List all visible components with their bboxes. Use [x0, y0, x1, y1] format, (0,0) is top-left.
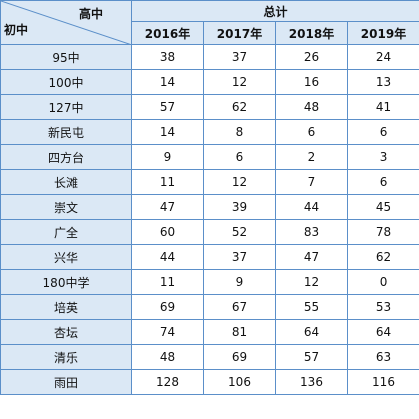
year-header: 2019年 — [346, 21, 419, 45]
value-cell: 53 — [346, 294, 419, 320]
value-cell: 63 — [346, 344, 419, 370]
table-row: 四方台 9 6 2 3 — [0, 144, 419, 170]
table-row: 新民屯 14 8 6 6 — [0, 119, 419, 145]
school-name-cell: 杏坛 — [0, 319, 132, 345]
corner-header-cell: 高中 初中 — [0, 0, 132, 45]
table-row: 清乐 48 69 57 63 — [0, 344, 419, 370]
value-cell: 7 — [275, 169, 348, 195]
year-header: 2018年 — [275, 21, 348, 45]
value-cell: 26 — [275, 44, 348, 70]
value-cell: 9 — [131, 144, 204, 170]
value-cell: 6 — [203, 144, 276, 170]
value-cell: 83 — [275, 219, 348, 245]
school-name-cell: 100中 — [0, 69, 132, 95]
value-cell: 47 — [131, 194, 204, 220]
value-cell: 44 — [131, 244, 204, 270]
school-name-cell: 长滩 — [0, 169, 132, 195]
school-name-cell: 127中 — [0, 94, 132, 120]
table-row: 100中 14 12 16 13 — [0, 69, 419, 95]
school-name-cell: 180中学 — [0, 269, 132, 295]
value-cell: 37 — [203, 44, 276, 70]
value-cell: 45 — [346, 194, 419, 220]
school-name-cell: 兴华 — [0, 244, 132, 270]
school-name-cell: 新民屯 — [0, 119, 132, 145]
table-row: 雨田 128 106 136 116 — [0, 369, 419, 395]
value-cell: 6 — [346, 169, 419, 195]
total-header: 总计 — [130, 0, 419, 22]
corner-label-senior: 高中 — [78, 7, 103, 21]
value-cell: 2 — [275, 144, 348, 170]
school-name-cell: 四方台 — [0, 144, 132, 170]
value-cell: 12 — [275, 269, 348, 295]
value-cell: 13 — [346, 69, 419, 95]
value-cell: 57 — [131, 94, 204, 120]
table-row: 180中学 11 9 12 0 — [0, 269, 419, 295]
table-row: 兴华 44 37 47 62 — [0, 244, 419, 270]
value-cell: 16 — [275, 69, 348, 95]
diagonal-divider — [1, 1, 130, 44]
value-cell: 64 — [275, 319, 348, 345]
value-cell: 14 — [131, 119, 204, 145]
corner-label-junior: 初中 — [4, 23, 29, 37]
value-cell: 69 — [203, 344, 276, 370]
year-header: 2016年 — [131, 21, 204, 45]
value-cell: 37 — [203, 244, 276, 270]
table-row: 崇文 47 39 44 45 — [0, 194, 419, 220]
value-cell: 6 — [275, 119, 348, 145]
value-cell: 64 — [346, 319, 419, 345]
value-cell: 47 — [275, 244, 348, 270]
value-cell: 116 — [346, 369, 419, 395]
table-row: 广全 60 52 83 78 — [0, 219, 419, 245]
table-row: 长滩 11 12 7 6 — [0, 169, 419, 195]
value-cell: 48 — [275, 94, 348, 120]
value-cell: 8 — [203, 119, 276, 145]
school-name-cell: 崇文 — [0, 194, 132, 220]
value-cell: 62 — [346, 244, 419, 270]
value-cell: 136 — [275, 369, 348, 395]
value-cell: 60 — [131, 219, 204, 245]
enrollment-table: 高中 初中 总计 2016年 2017年 2018年 2019年 95中 38 … — [0, 0, 419, 395]
school-name-cell: 清乐 — [0, 344, 132, 370]
value-cell: 57 — [275, 344, 348, 370]
value-cell: 12 — [203, 169, 276, 195]
year-header: 2017年 — [203, 21, 276, 45]
value-cell: 39 — [203, 194, 276, 220]
school-name-cell: 培英 — [0, 294, 132, 320]
value-cell: 81 — [203, 319, 276, 345]
value-cell: 44 — [275, 194, 348, 220]
value-cell: 6 — [346, 119, 419, 145]
value-cell: 12 — [203, 69, 276, 95]
value-cell: 0 — [346, 269, 419, 295]
value-cell: 14 — [131, 69, 204, 95]
value-cell: 3 — [346, 144, 419, 170]
value-cell: 11 — [131, 269, 204, 295]
value-cell: 62 — [203, 94, 276, 120]
value-cell: 55 — [275, 294, 348, 320]
value-cell: 9 — [203, 269, 276, 295]
value-cell: 69 — [131, 294, 204, 320]
school-name-cell: 95中 — [0, 44, 132, 70]
table-row: 培英 69 67 55 53 — [0, 294, 419, 320]
value-cell: 48 — [131, 344, 204, 370]
school-name-cell: 广全 — [0, 219, 132, 245]
value-cell: 38 — [131, 44, 204, 70]
value-cell: 11 — [131, 169, 204, 195]
table-row: 95中 38 37 26 24 — [0, 44, 419, 70]
value-cell: 24 — [346, 44, 419, 70]
value-cell: 78 — [346, 219, 419, 245]
school-name-cell: 雨田 — [0, 369, 132, 395]
value-cell: 128 — [131, 369, 204, 395]
table-row: 杏坛 74 81 64 64 — [0, 319, 419, 345]
value-cell: 106 — [203, 369, 276, 395]
value-cell: 67 — [203, 294, 276, 320]
table-row: 127中 57 62 48 41 — [0, 94, 419, 120]
value-cell: 74 — [131, 319, 204, 345]
value-cell: 41 — [346, 94, 419, 120]
value-cell: 52 — [203, 219, 276, 245]
